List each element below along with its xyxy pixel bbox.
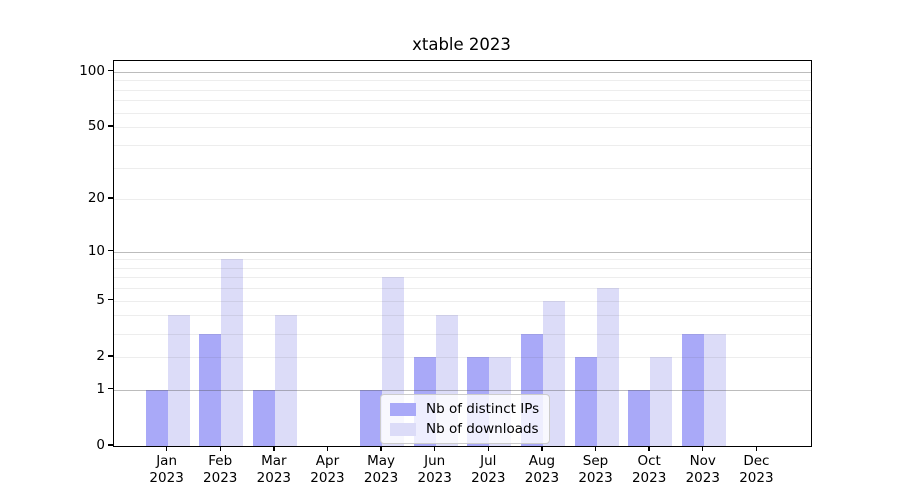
gridline-minor bbox=[114, 288, 811, 290]
x-tick-label: Nov 2023 bbox=[685, 453, 720, 486]
bar-distinct-ips bbox=[145, 389, 168, 446]
x-tick-mark bbox=[541, 446, 543, 451]
bar-downloads bbox=[650, 356, 673, 446]
x-tick-label: Aug 2023 bbox=[524, 453, 560, 486]
legend-label: Nb of downloads bbox=[426, 421, 539, 437]
x-tick-mark bbox=[165, 446, 168, 451]
gridline-minor bbox=[114, 127, 811, 129]
gridline-minor bbox=[114, 300, 811, 302]
gridline-minor bbox=[114, 315, 811, 317]
x-tick-mark bbox=[380, 446, 382, 451]
y-tick-label: 1 bbox=[96, 380, 105, 397]
x-tick-label: Feb 2023 bbox=[203, 453, 238, 486]
x-tick-label: May 2023 bbox=[363, 453, 399, 486]
bar-distinct-ips bbox=[628, 389, 651, 446]
bar-downloads bbox=[596, 288, 619, 446]
x-tick-label: Dec 2023 bbox=[739, 453, 774, 486]
x-tick-mark bbox=[219, 446, 221, 451]
bar-distinct-ips bbox=[360, 389, 383, 446]
gridline-minor bbox=[114, 112, 811, 114]
x-tick-mark bbox=[702, 446, 704, 451]
x-tick-mark bbox=[273, 446, 275, 451]
y-tick-mark bbox=[108, 444, 113, 446]
y-tick-mark bbox=[108, 249, 113, 252]
bar-distinct-ips bbox=[681, 333, 704, 446]
bar-downloads bbox=[221, 259, 244, 446]
y-tick-mark bbox=[108, 125, 113, 127]
legend-swatch-distinct-ips bbox=[390, 402, 416, 416]
gridline-minor bbox=[114, 267, 811, 269]
y-tick-label: 0 bbox=[96, 437, 105, 453]
gridline-major bbox=[114, 389, 811, 391]
bar-distinct-ips bbox=[252, 389, 275, 446]
x-tick-label: Jun 2023 bbox=[417, 453, 452, 486]
bar-distinct-ips bbox=[574, 356, 597, 446]
x-tick-mark bbox=[433, 446, 436, 451]
bar-distinct-ips bbox=[199, 333, 222, 446]
y-tick-mark bbox=[108, 197, 113, 199]
gridline-minor bbox=[114, 199, 811, 201]
gridline-minor bbox=[114, 277, 811, 279]
y-tick-mark bbox=[108, 298, 113, 301]
gridline-minor bbox=[114, 100, 811, 102]
x-tick-mark bbox=[326, 446, 329, 451]
x-tick-label: Oct 2023 bbox=[631, 453, 667, 486]
y-tick-label: 20 bbox=[87, 190, 105, 207]
gridline-minor bbox=[114, 144, 811, 146]
y-tick-label: 100 bbox=[79, 62, 105, 79]
gridline-minor bbox=[114, 259, 811, 261]
x-tick-label: Jan 2023 bbox=[149, 453, 184, 486]
gridline-minor bbox=[114, 80, 811, 82]
bar-downloads bbox=[167, 315, 190, 446]
gridline-minor bbox=[114, 356, 811, 358]
legend-item-distinct-ips: Nb of distinct IPs bbox=[390, 401, 539, 417]
y-tick-label: 5 bbox=[96, 291, 105, 308]
chart-title: xtable 2023 bbox=[412, 35, 511, 54]
x-tick-mark bbox=[755, 446, 758, 451]
y-tick-label: 2 bbox=[96, 347, 105, 364]
legend-item-downloads: Nb of downloads bbox=[390, 421, 539, 437]
x-tick-mark bbox=[594, 446, 597, 451]
x-tick-mark bbox=[487, 446, 489, 451]
legend: Nb of distinct IPs Nb of downloads bbox=[380, 394, 551, 444]
y-tick-mark bbox=[108, 388, 113, 390]
x-tick-label: Mar 2023 bbox=[256, 453, 292, 486]
gridline-minor bbox=[114, 333, 811, 335]
gridline-minor bbox=[114, 89, 811, 91]
gridline-major bbox=[114, 251, 811, 253]
legend-label: Nb of distinct IPs bbox=[426, 401, 540, 417]
plot-area: Nb of distinct IPs Nb of downloads bbox=[113, 60, 812, 447]
bar-downloads bbox=[703, 333, 726, 446]
y-tick-label: 10 bbox=[87, 242, 105, 259]
gridline-minor bbox=[114, 167, 811, 169]
bar-downloads bbox=[274, 315, 297, 446]
y-tick-mark bbox=[108, 70, 113, 72]
x-tick-label: Apr 2023 bbox=[310, 453, 345, 486]
x-tick-label: Sep 2023 bbox=[578, 453, 613, 486]
x-tick-mark bbox=[648, 446, 650, 451]
legend-swatch-downloads bbox=[390, 422, 416, 436]
y-tick-mark bbox=[108, 355, 113, 357]
y-tick-label: 50 bbox=[87, 118, 105, 135]
x-tick-label: Jul 2023 bbox=[471, 453, 506, 486]
gridline-major bbox=[114, 71, 811, 73]
